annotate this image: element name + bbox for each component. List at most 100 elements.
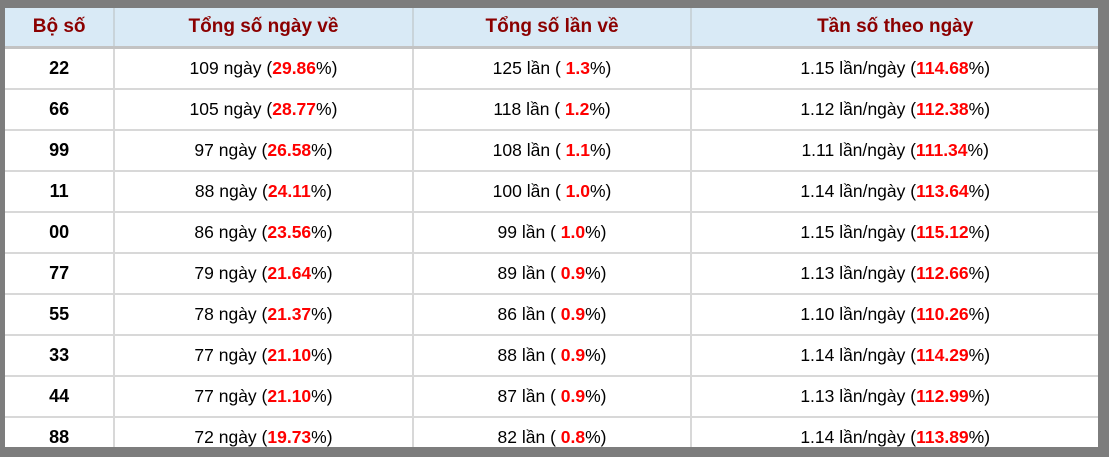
table-row: 22 109 ngày (29.86%) 125 lần ( 1.3%) 1.1… bbox=[5, 47, 1098, 90]
pair-number: 66 bbox=[5, 89, 116, 131]
times-percent: 1.1 bbox=[565, 140, 590, 160]
frequency-cell: 1.15 lần/ngày (115.12%) bbox=[691, 212, 1098, 254]
times-text: 118 lần ( bbox=[493, 99, 565, 119]
frequency-text: 1.14 lần/ngày ( bbox=[800, 181, 917, 201]
col-header-days: Tổng số ngày về bbox=[114, 8, 414, 49]
table-row: 55 78 ngày (21.37%) 86 lần ( 0.9%) 1.10 … bbox=[5, 294, 1098, 336]
days-text: 109 ngày ( bbox=[189, 58, 273, 78]
table-row: 66 105 ngày (28.77%) 118 lần ( 1.2%) 1.1… bbox=[5, 89, 1098, 131]
frequency-percent: 114.29 bbox=[916, 345, 969, 365]
days-text: 86 ngày ( bbox=[194, 222, 268, 242]
days-cell: 79 ngày (21.64%) bbox=[114, 253, 414, 295]
frequency-suffix: %) bbox=[968, 222, 991, 242]
lottery-statistics-table: Bộ số Tổng số ngày về Tổng số lần về Tần… bbox=[5, 8, 1098, 447]
times-text: 88 lần ( bbox=[497, 345, 561, 365]
days-suffix: %) bbox=[311, 386, 333, 406]
days-percent: 24.11 bbox=[267, 181, 311, 201]
frequency-text: 1.10 lần/ngày ( bbox=[800, 304, 917, 324]
days-text: 77 ngày ( bbox=[194, 345, 268, 365]
frequency-text: 1.11 lần/ngày ( bbox=[801, 140, 916, 160]
table-row: 44 77 ngày (21.10%) 87 lần ( 0.9%) 1.13 … bbox=[5, 376, 1098, 418]
pair-number: 00 bbox=[5, 212, 116, 254]
days-cell: 109 ngày (29.86%) bbox=[114, 47, 414, 90]
days-percent: 28.77 bbox=[272, 99, 317, 119]
frequency-text: 1.13 lần/ngày ( bbox=[800, 263, 917, 283]
days-suffix: %) bbox=[311, 222, 333, 242]
days-cell: 78 ngày (21.37%) bbox=[114, 294, 414, 336]
frequency-suffix: %) bbox=[967, 140, 989, 160]
frequency-suffix: %) bbox=[968, 386, 991, 406]
days-suffix: %) bbox=[311, 427, 333, 447]
pair-number: 11 bbox=[5, 171, 116, 213]
pair-number: 99 bbox=[5, 130, 116, 172]
frequency-text: 1.14 lần/ngày ( bbox=[800, 427, 917, 447]
pair-number: 33 bbox=[5, 335, 116, 377]
frequency-text: 1.12 lần/ngày ( bbox=[800, 99, 917, 119]
pair-number: 44 bbox=[5, 376, 116, 418]
times-cell: 86 lần ( 0.9%) bbox=[412, 294, 693, 336]
times-cell: 99 lần ( 1.0%) bbox=[412, 212, 693, 254]
frequency-suffix: %) bbox=[968, 263, 991, 283]
days-cell: 88 ngày (24.11%) bbox=[114, 171, 414, 213]
times-suffix: %) bbox=[589, 99, 611, 119]
times-percent: 1.2 bbox=[565, 99, 590, 119]
days-cell: 72 ngày (19.73%) bbox=[114, 417, 414, 447]
times-suffix: %) bbox=[585, 427, 607, 447]
days-suffix: %) bbox=[311, 304, 333, 324]
frequency-cell: 1.14 lần/ngày (113.64%) bbox=[691, 171, 1098, 213]
pair-number: 88 bbox=[5, 417, 116, 447]
frequency-text: 1.14 lần/ngày ( bbox=[800, 345, 917, 365]
days-cell: 77 ngày (21.10%) bbox=[114, 376, 414, 418]
times-percent: 0.9 bbox=[560, 263, 586, 283]
days-cell: 77 ngày (21.10%) bbox=[114, 335, 414, 377]
frequency-suffix: %) bbox=[968, 427, 991, 447]
pair-number: 22 bbox=[5, 47, 116, 90]
days-suffix: %) bbox=[310, 181, 333, 201]
days-suffix: %) bbox=[316, 58, 338, 78]
times-percent: 1.3 bbox=[565, 58, 590, 78]
frequency-percent: 112.66 bbox=[916, 263, 969, 283]
times-percent: 1.0 bbox=[565, 181, 590, 201]
times-text: 87 lần ( bbox=[497, 386, 561, 406]
times-percent: 1.0 bbox=[560, 222, 586, 242]
days-suffix: %) bbox=[311, 345, 333, 365]
frequency-text: 1.15 lần/ngày ( bbox=[800, 222, 917, 242]
days-suffix: %) bbox=[311, 263, 333, 283]
frequency-suffix: %) bbox=[968, 99, 991, 119]
days-percent: 23.56 bbox=[267, 222, 312, 242]
table-row: 99 97 ngày (26.58%) 108 lần ( 1.1%) 1.11… bbox=[5, 130, 1098, 172]
frequency-cell: 1.14 lần/ngày (113.89%) bbox=[691, 417, 1098, 447]
pair-number: 55 bbox=[5, 294, 116, 336]
frequency-text: 1.15 lần/ngày ( bbox=[800, 58, 917, 78]
days-percent: 19.73 bbox=[267, 427, 312, 447]
days-cell: 97 ngày (26.58%) bbox=[114, 130, 414, 172]
times-text: 89 lần ( bbox=[497, 263, 561, 283]
frequency-suffix: %) bbox=[968, 345, 991, 365]
days-text: 79 ngày ( bbox=[194, 263, 268, 283]
col-header-pair: Bộ số bbox=[5, 8, 116, 49]
days-text: 72 ngày ( bbox=[194, 427, 268, 447]
frequency-percent: 111.34 bbox=[915, 140, 968, 160]
frequency-percent: 110.26 bbox=[916, 304, 969, 324]
days-cell: 105 ngày (28.77%) bbox=[114, 89, 414, 131]
times-suffix: %) bbox=[585, 304, 607, 324]
times-suffix: %) bbox=[589, 181, 612, 201]
days-suffix: %) bbox=[316, 99, 338, 119]
days-percent: 21.10 bbox=[267, 386, 312, 406]
times-cell: 89 lần ( 0.9%) bbox=[412, 253, 693, 295]
frequency-cell: 1.12 lần/ngày (112.38%) bbox=[691, 89, 1098, 131]
days-text: 105 ngày ( bbox=[189, 99, 273, 119]
frequency-percent: 112.38 bbox=[916, 99, 969, 119]
frequency-cell: 1.15 lần/ngày (114.68%) bbox=[691, 47, 1098, 90]
frequency-percent: 113.64 bbox=[916, 181, 969, 201]
frequency-cell: 1.11 lần/ngày (111.34%) bbox=[691, 130, 1098, 172]
times-suffix: %) bbox=[585, 386, 607, 406]
table-row: 00 86 ngày (23.56%) 99 lần ( 1.0%) 1.15 … bbox=[5, 212, 1098, 254]
times-cell: 88 lần ( 0.9%) bbox=[412, 335, 693, 377]
table-body: 22 109 ngày (29.86%) 125 lần ( 1.3%) 1.1… bbox=[5, 47, 1098, 447]
col-header-times: Tổng số lần về bbox=[412, 8, 693, 49]
frequency-suffix: %) bbox=[968, 58, 991, 78]
frequency-cell: 1.13 lần/ngày (112.99%) bbox=[691, 376, 1098, 418]
frequency-suffix: %) bbox=[968, 181, 991, 201]
